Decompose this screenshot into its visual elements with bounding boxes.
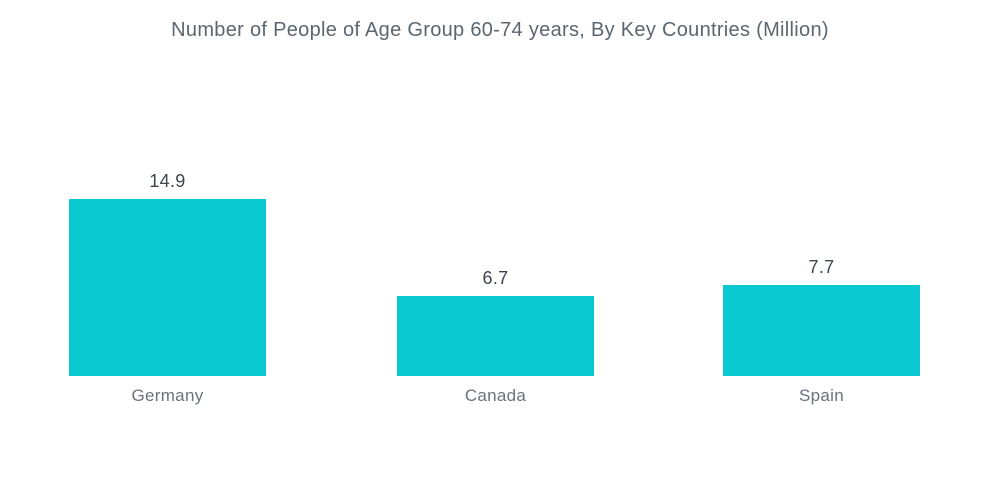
bar-canada	[397, 296, 594, 376]
bar-group-canada: 6.7 Canada	[397, 268, 594, 405]
bar-value-label: 7.7	[808, 257, 835, 277]
bar-spain	[723, 285, 920, 376]
bar-value-label: 14.9	[149, 171, 186, 191]
chart-title: Number of People of Age Group 60-74 year…	[171, 19, 829, 41]
bar-value-label: 6.7	[482, 268, 509, 288]
bar-group-spain: 7.7 Spain	[723, 257, 920, 405]
category-label-canada: Canada	[464, 386, 527, 405]
category-label-spain: Spain	[799, 386, 844, 405]
category-label-germany: Germany	[131, 386, 204, 405]
bar-germany	[69, 199, 266, 376]
bar-group-germany: 14.9 Germany	[69, 171, 266, 405]
